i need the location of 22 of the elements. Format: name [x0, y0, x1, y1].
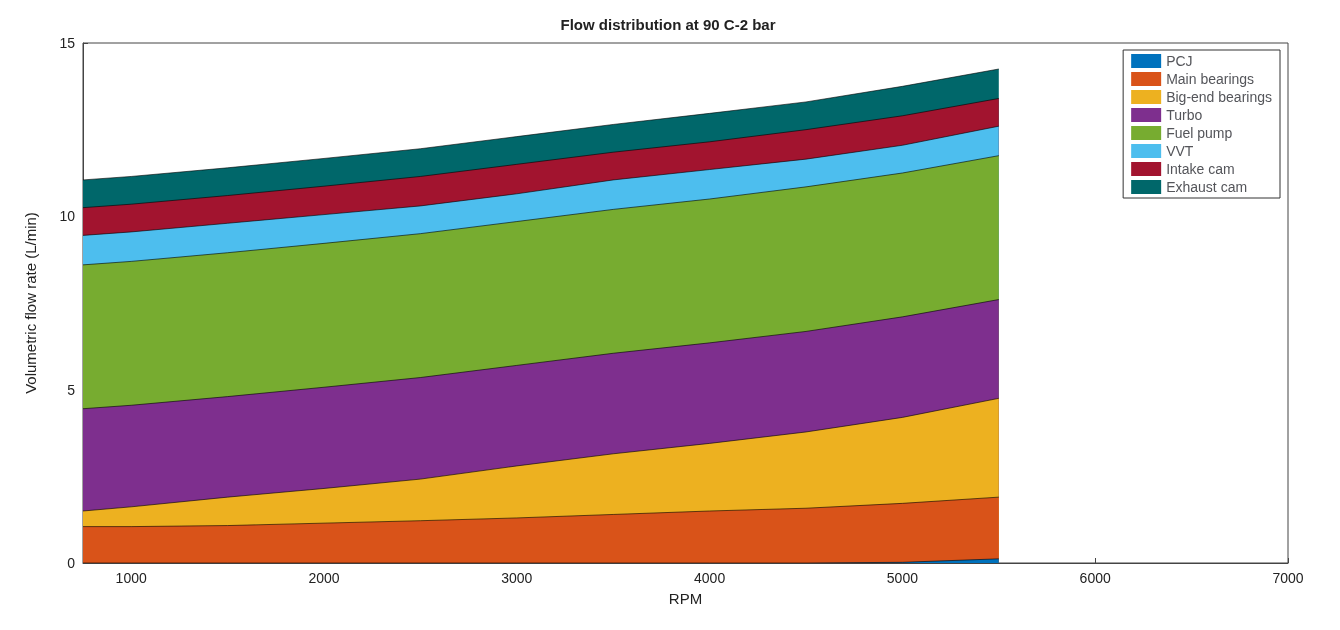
- legend-label: Intake cam: [1166, 161, 1235, 177]
- x-tick-label: 4000: [694, 570, 726, 586]
- legend-label: Fuel pump: [1166, 125, 1233, 141]
- y-tick-label: 15: [59, 35, 76, 51]
- x-tick-label: 2000: [308, 570, 340, 586]
- chart-title: Flow distribution at 90 C-2 bar: [560, 16, 776, 33]
- x-tick-label: 5000: [886, 570, 919, 586]
- x-tick-label: 7000: [1272, 570, 1304, 586]
- legend-label: VVT: [1166, 143, 1194, 159]
- legend-label: PCJ: [1166, 53, 1193, 69]
- x-tick-label: 1000: [115, 570, 147, 586]
- y-axis-title: Volumetric flow rate (L/min): [22, 212, 39, 394]
- x-axis-title: RPM: [668, 590, 703, 607]
- legend-label: Big-end bearings: [1166, 89, 1273, 105]
- x-tick-label: 6000: [1079, 570, 1111, 586]
- y-tick-label: 10: [59, 208, 76, 225]
- y-tick-label: 0: [67, 555, 76, 571]
- legend-label: Turbo: [1166, 107, 1203, 123]
- x-tick-label: 3000: [501, 570, 533, 586]
- legend-label: Exhaust cam: [1166, 179, 1248, 195]
- legend-label: Main bearings: [1166, 71, 1255, 87]
- y-tick-label: 5: [67, 381, 76, 398]
